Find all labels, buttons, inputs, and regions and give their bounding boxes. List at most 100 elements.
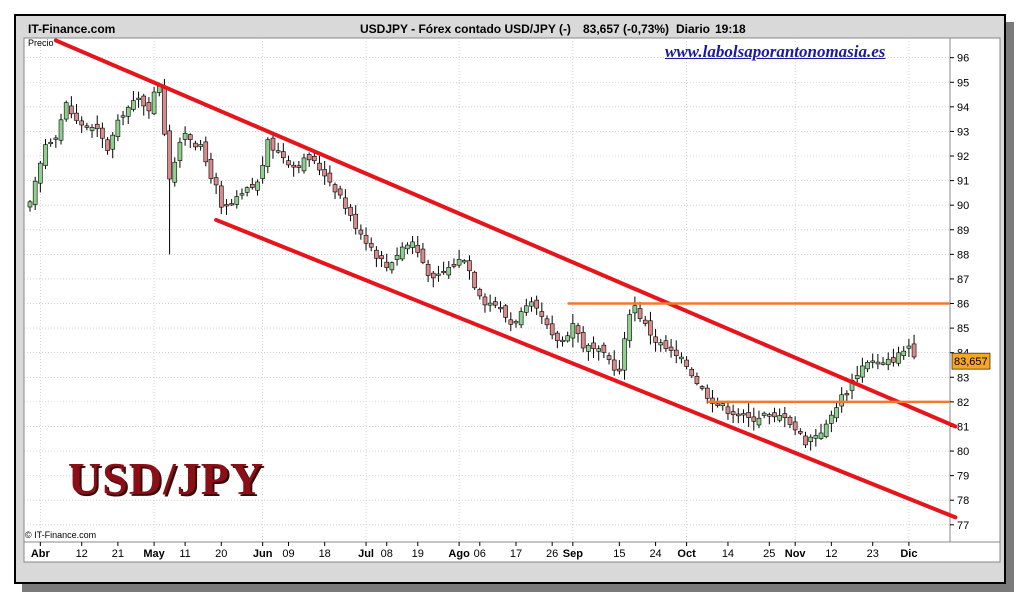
x-tick-label: Dic [900,548,917,560]
candle-down [606,355,612,360]
candle-down [317,162,322,171]
candle-up [777,415,782,421]
y-tick-label: 81 [957,421,969,433]
candle-up [818,432,824,439]
x-tick-label: 25 [763,548,775,560]
candle-down [782,413,788,419]
x-tick-label: 11 [179,548,190,560]
candle-up [529,301,534,307]
candle-up [658,342,664,346]
candle-down [684,359,689,367]
candle-down [539,311,545,317]
candle-down [332,184,338,193]
candle-up [839,394,844,407]
candle-down [637,308,643,319]
candle-up [436,273,441,276]
candle-down [167,130,172,180]
x-tick-label: 23 [867,548,879,560]
candle-down [162,86,167,135]
candle-down [534,299,539,309]
x-tick-label: Oct [677,548,696,560]
copyright-label: © IT-Finance.com [25,530,97,540]
candle-up [513,320,519,324]
candle-down [441,270,446,274]
candle-up [767,414,772,417]
candle-down [611,359,617,371]
candle-up [394,254,400,260]
x-tick-label: 08 [381,548,393,560]
x-tick-label: 19 [412,548,424,560]
candle-down [482,296,488,306]
candle-down [224,204,229,207]
y-axis-panel [949,37,1001,543]
candle-up [586,344,591,352]
x-tick-label: 12 [825,548,837,560]
candle-up [875,361,881,365]
candle-down [218,185,224,208]
candle-up [198,144,203,147]
candle-up [136,97,141,100]
last-price-label: 83,657 [954,356,988,368]
candle-down [798,431,803,434]
candle-down [327,172,333,183]
candle-down [555,332,560,341]
candle-down [425,264,431,276]
candle-down [291,164,296,168]
time-label: 19:18 [715,22,746,36]
y-tick-label: 90 [957,200,969,212]
x-tick-label: Jun [253,548,273,560]
candle-down [648,320,653,336]
candle-up [901,350,907,356]
y-tick-label: 79 [957,471,969,483]
candle-up [43,144,48,166]
x-tick-label: 06 [474,548,486,560]
candle-down [296,165,302,168]
candle-up [720,403,726,407]
x-tick-label: 24 [649,548,661,560]
candle-up [756,417,762,426]
candle-up [53,137,59,140]
candle-up [487,302,493,306]
candle-down [306,154,312,161]
upper-channel [53,38,958,429]
instrument-label: USDJPY - Fórex contado USD/JPY (-) [360,22,571,36]
candle-down [208,158,214,179]
candle-down [642,319,648,324]
candle-up [115,119,121,137]
x-tick-label: 14 [722,548,734,560]
candle-up [172,161,178,183]
quote-label: 83,657 (-0,73%) [583,22,670,36]
candle-up [870,360,876,363]
candle-down [580,332,586,349]
candle-down [430,272,436,279]
y-tick-label: 89 [957,225,969,237]
candle-up [854,375,860,380]
candle-up [182,132,188,140]
candle-up [131,100,136,110]
candle-down [725,406,731,414]
candle-down [689,368,695,377]
candle-down [787,416,793,425]
candle-up [58,119,64,141]
candle-up [244,187,250,193]
candle-up [405,244,410,250]
candle-up [761,412,767,416]
candle-down [477,289,483,297]
candle-up [177,141,183,161]
y-tick-label: 85 [957,323,969,335]
candle-down [498,307,503,310]
candle-down [337,188,343,196]
candle-up [808,436,813,442]
x-tick-label: Abr [31,548,51,560]
candle-up [260,165,265,179]
plot-background [23,37,951,543]
candle-down [100,127,105,139]
candle-down [653,336,658,343]
candle-down [575,325,581,334]
x-tick-label: 12 [76,548,88,560]
x-tick-label: 09 [282,548,294,560]
candle-up [301,157,307,172]
candle-up [906,345,912,349]
watermark-link[interactable]: www.labolsaporantonomasia.es [665,42,886,61]
